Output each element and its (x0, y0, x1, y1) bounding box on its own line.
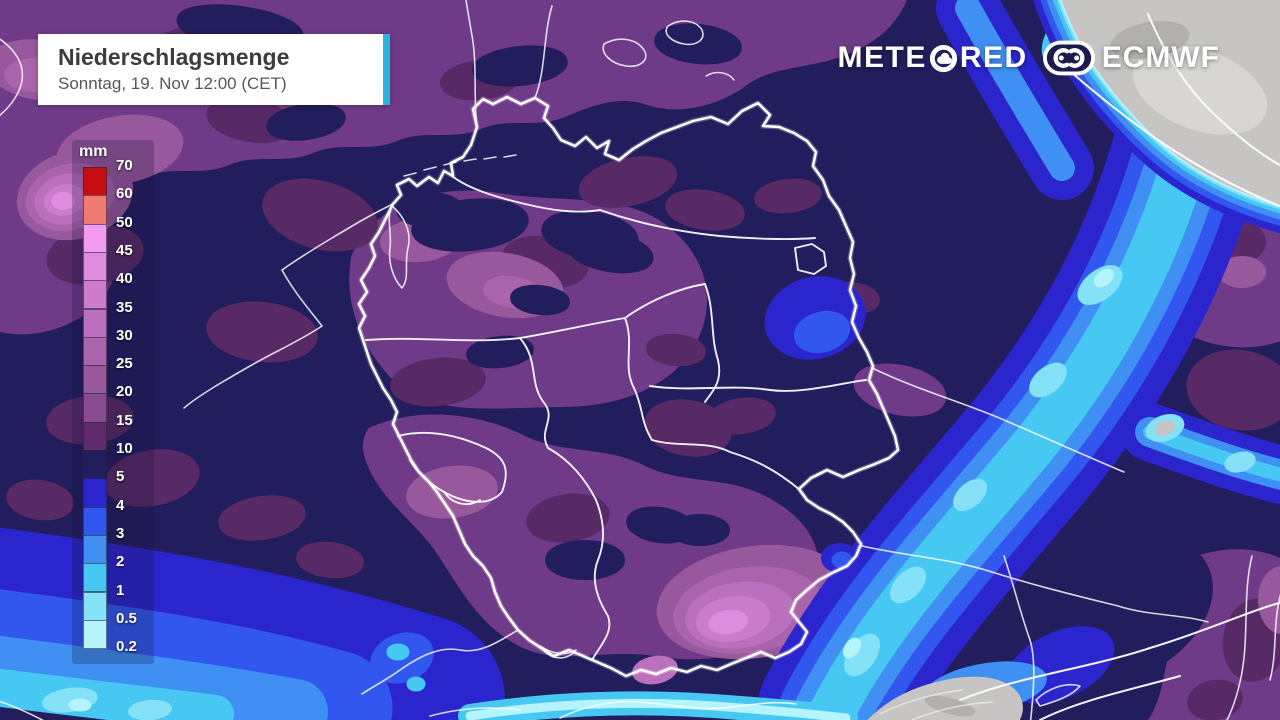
title-box: Niederschlagsmenge Sonntag, 19. Nov 12:0… (38, 34, 390, 105)
border-cz-at (861, 545, 1209, 623)
meteored-logo-text-suffix: RED (959, 41, 1028, 74)
border-be-fr (183, 325, 323, 409)
legend-tick: 20 (116, 383, 133, 401)
rain-navy-patches (176, 4, 1213, 685)
german-state-borders (365, 175, 867, 661)
lake-outline (1035, 684, 1081, 707)
legend-tick: 35 (116, 298, 133, 316)
border-denmark-west (465, 0, 478, 128)
border-nl-be (281, 269, 323, 327)
cloud-circle-icon (928, 43, 959, 74)
legend-swatch (83, 336, 107, 367)
legend-tick: 60 (116, 185, 133, 203)
alps-terrain-shade (924, 695, 976, 717)
ecmwf-logo[interactable]: ECMWF (1042, 40, 1220, 76)
dry-spot-band-core (1154, 420, 1176, 436)
page-title: Niederschlagsmenge (58, 44, 290, 70)
legend-swatch (83, 393, 107, 423)
coast-uk (0, 38, 24, 117)
ecmwf-globe-icon (1042, 40, 1095, 76)
meteored-logo-text-prefix: METE (837, 41, 927, 74)
legend-tick: 10 (116, 440, 133, 457)
legend-unit-label: mm (79, 143, 108, 160)
legend-tick: 1 (116, 581, 125, 599)
title-accent-bar (383, 34, 390, 105)
legend-tick: 50 (116, 213, 133, 231)
legend-tick: 5 (116, 468, 125, 486)
coast-danish-island (665, 20, 704, 46)
legend-swatch (83, 619, 107, 650)
coast-ijsselmeer (388, 205, 410, 289)
legend-swatch (83, 506, 107, 536)
legend-swatch (83, 251, 107, 282)
precipitation-legend: mm 70 60 50 45 40 35 30 25 20 15 10 5 4 3 2 1 0.5 0.2 (72, 140, 154, 664)
alps-terrain-ridges (879, 689, 993, 720)
berlin-outline (794, 243, 827, 275)
legend-swatch (83, 450, 107, 480)
legend-tick: 70 (116, 157, 133, 174)
coast-netherlands (281, 203, 394, 271)
meteored-logo[interactable]: METE RED (838, 41, 1028, 75)
legend-tick: 15 (116, 411, 133, 429)
legend-swatch (83, 478, 107, 508)
coast-danish-island (705, 71, 735, 81)
border-denmark-east (534, 5, 553, 99)
legend-tick: 4 (116, 496, 125, 514)
legend-tick: 25 (116, 355, 133, 373)
border-alps-ridge-2 (1039, 675, 1181, 720)
legend-swatch (83, 280, 107, 310)
legend-tick: 3 (116, 524, 125, 542)
border-switzerland (361, 629, 519, 695)
border-alps-2 (429, 707, 521, 717)
coast-southwest (0, 700, 45, 720)
germany-outline (357, 95, 900, 678)
border-cz-pl (871, 367, 1125, 473)
dry-area-borders (959, 13, 1280, 720)
legend-swatch (83, 563, 107, 593)
legend-tick: 45 (116, 241, 133, 259)
lake-constance (539, 645, 577, 659)
border-poland-2 (1063, 65, 1280, 208)
legend-swatch (83, 591, 107, 621)
dry-region-northeast-texture (1110, 20, 1268, 135)
border-alps-ridge-1 (959, 601, 1280, 701)
border-at-hu (1003, 555, 1035, 720)
border-east-1 (1226, 555, 1253, 720)
rain-band-02-05 (68, 268, 1115, 720)
border-alps-1 (559, 700, 797, 719)
rain-layer-40-45 (51, 192, 748, 635)
legend-tick: 2 (116, 553, 125, 571)
legend-swatch (83, 223, 107, 253)
legend-tick: 40 (116, 270, 133, 288)
legend-swatch (83, 167, 107, 197)
legend-swatch (83, 195, 107, 225)
legend-tick: 30 (116, 326, 133, 344)
legend-swatch (83, 534, 107, 565)
border-poland-1 (1147, 13, 1280, 167)
branding-bar: METE RED (838, 40, 1221, 76)
legend-tick: 0.5 (116, 609, 137, 627)
legend-swatch (83, 421, 107, 451)
valid-time-label: Sonntag, 19. Nov 12:00 (CET) (58, 73, 287, 93)
legend-swatch (83, 365, 107, 395)
coast-danish-island (602, 38, 647, 68)
legend-tick: 0.2 (116, 638, 137, 656)
ecmwf-logo-text: ECMWF (1101, 41, 1220, 74)
legend-swatch (83, 308, 107, 338)
border-east-2 (1269, 594, 1280, 681)
